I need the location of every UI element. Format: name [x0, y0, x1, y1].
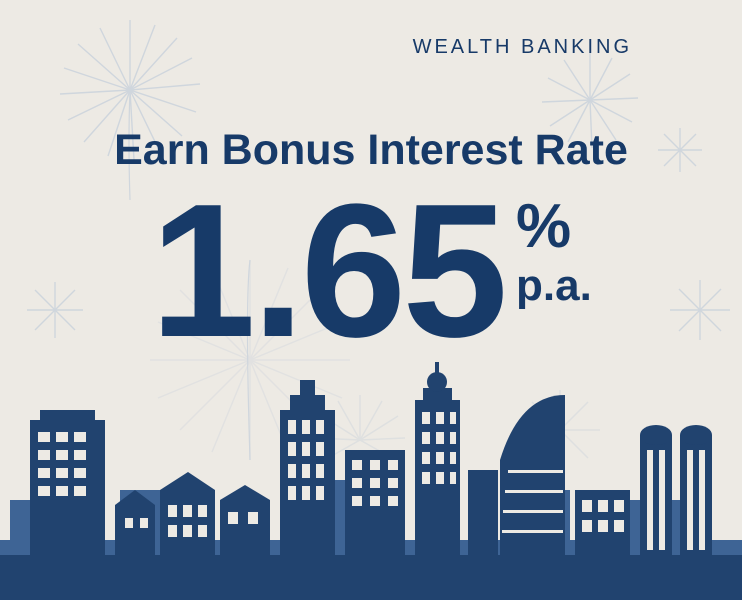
rate-per-annum: p.a.	[516, 264, 592, 308]
skyline-illustration	[0, 340, 742, 600]
brand-label: WEALTH BANKING	[413, 36, 632, 59]
rate-value: 1.65	[150, 176, 504, 366]
rate-percent-symbol: %	[516, 196, 592, 258]
rate-suffix: % p.a.	[516, 196, 592, 308]
promo-banner: WEALTH BANKING Earn Bonus Interest Rate …	[0, 0, 742, 600]
rate-display: 1.65 % p.a.	[0, 176, 742, 366]
